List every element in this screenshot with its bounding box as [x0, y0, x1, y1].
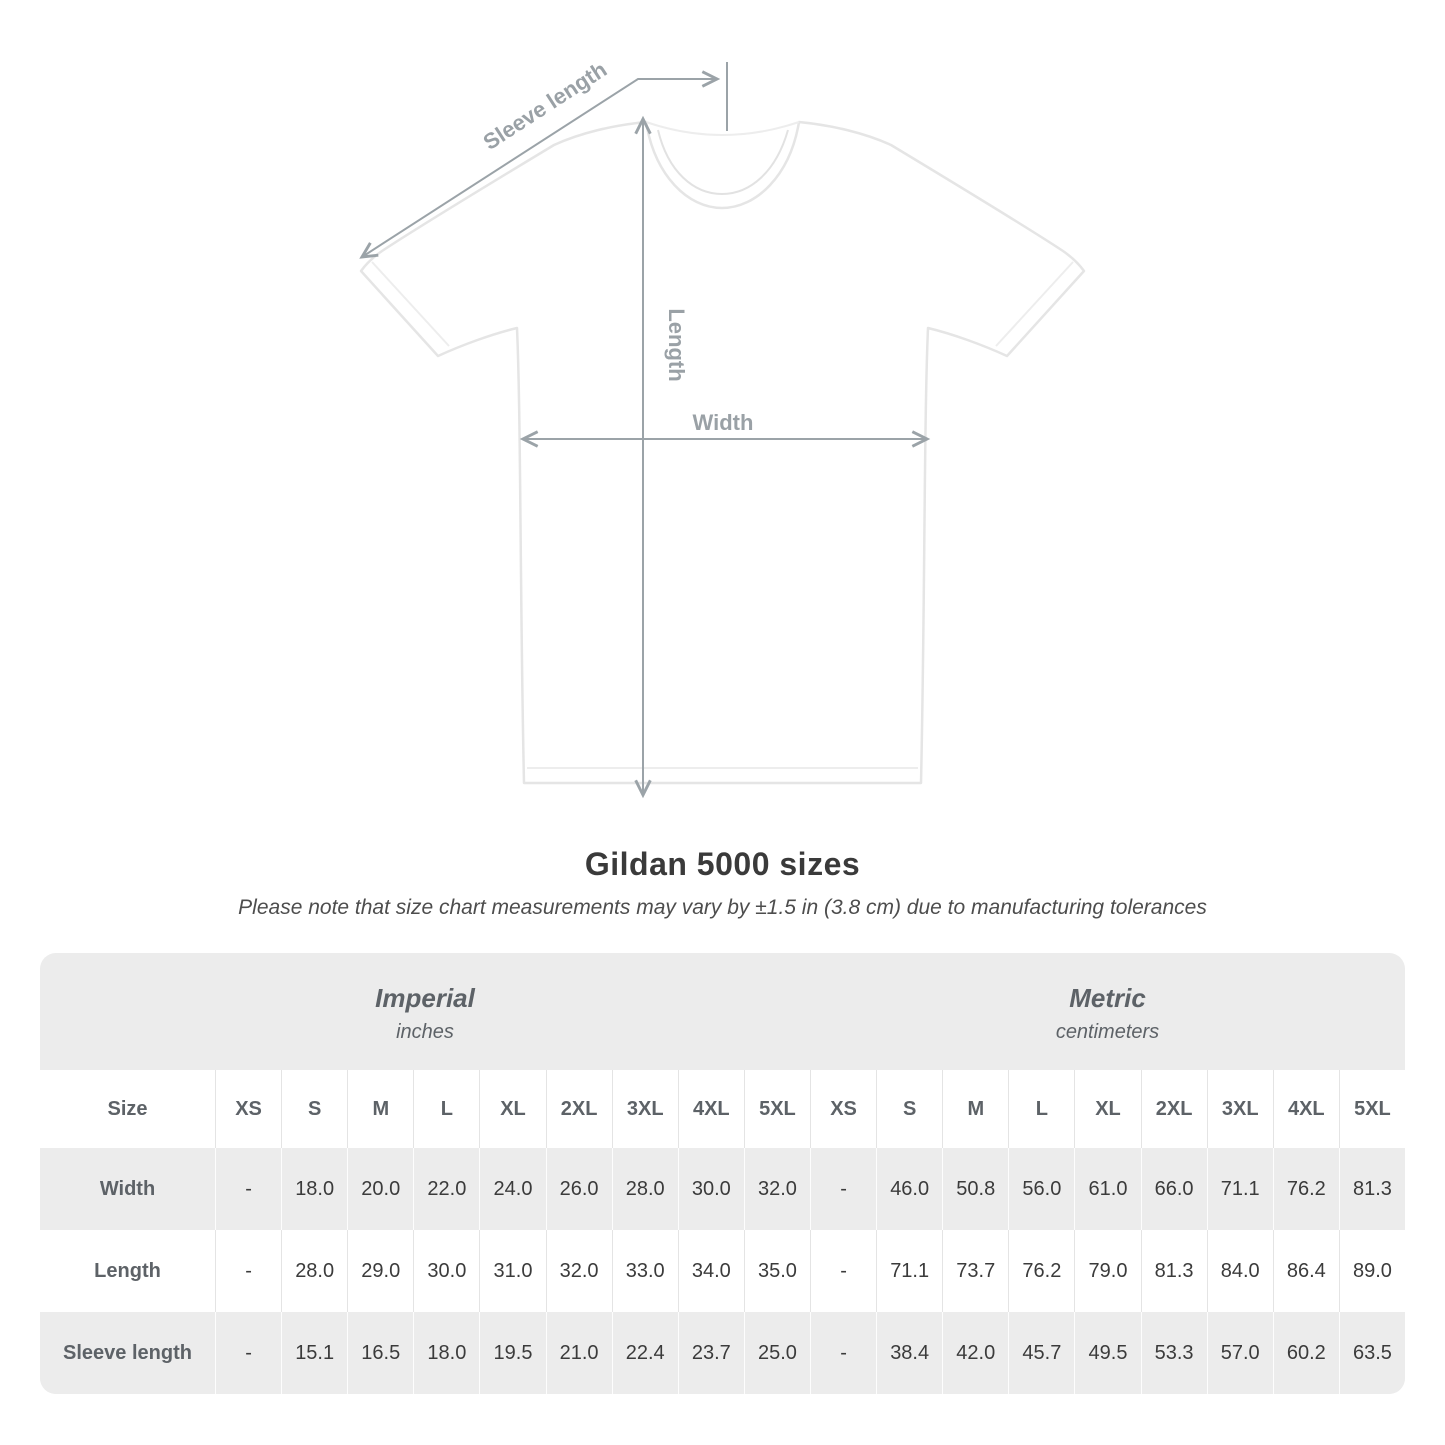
- size-header-imperial-m: M: [347, 1070, 414, 1148]
- tshirt-graphic: [359, 120, 1086, 785]
- cell-length-metric-xl: 79.0: [1074, 1230, 1141, 1312]
- cell-sleeve-length-imperial-5xl: 25.0: [743, 1312, 810, 1394]
- size-grid: Size XS S M L XL 2XL 3XL 4XL 5XL XS S M L XL 2XL 3XL 4XL 5…: [40, 1070, 1405, 1394]
- width-label: Width: [693, 410, 754, 435]
- size-header-metric-xl: XL: [1074, 1070, 1141, 1148]
- tshirt-diagram: Sleeve length Length Width: [359, 57, 1086, 799]
- size-header-metric-m: M: [942, 1070, 1009, 1148]
- cell-width-imperial-m: 20.0: [347, 1148, 414, 1230]
- cell-width-imperial-xs: -: [215, 1148, 282, 1230]
- cell-sleeve-length-metric-xs: -: [810, 1312, 877, 1394]
- cell-length-imperial-xs: -: [215, 1230, 282, 1312]
- cell-width-metric-4xl: 76.2: [1272, 1148, 1339, 1230]
- cell-sleeve-length-metric-4xl: 60.2: [1272, 1312, 1339, 1394]
- cell-length-metric-5xl: 89.0: [1338, 1230, 1405, 1312]
- cell-width-imperial-l: 22.0: [413, 1148, 480, 1230]
- sleeve-length-arrow: [359, 70, 721, 259]
- cell-sleeve-length-metric-xl: 49.5: [1074, 1312, 1141, 1394]
- collar-back-line: [645, 121, 800, 136]
- cell-sleeve-length-metric-2xl: 53.3: [1140, 1312, 1207, 1394]
- size-header-imperial-2xl: 2XL: [545, 1070, 612, 1148]
- row-label-length: Length: [40, 1230, 215, 1312]
- metric-header: Metric centimeters: [810, 953, 1405, 1070]
- size-header-imperial-4xl: 4XL: [677, 1070, 744, 1148]
- cell-length-metric-l: 76.2: [1008, 1230, 1075, 1312]
- size-header-metric-l: L: [1008, 1070, 1075, 1148]
- size-header-imperial-xl: XL: [479, 1070, 546, 1148]
- cell-width-metric-5xl: 81.3: [1338, 1148, 1405, 1230]
- row-label-width: Width: [40, 1148, 215, 1230]
- size-header-imperial-s: S: [281, 1070, 348, 1148]
- cell-sleeve-length-imperial-2xl: 21.0: [545, 1312, 612, 1394]
- size-header-imperial-3xl: 3XL: [611, 1070, 678, 1148]
- metric-label: Metric: [1069, 983, 1146, 1013]
- cell-length-imperial-2xl: 32.0: [545, 1230, 612, 1312]
- size-header-metric-5xl: 5XL: [1338, 1070, 1405, 1148]
- cell-length-imperial-3xl: 33.0: [611, 1230, 678, 1312]
- cell-width-metric-s: 46.0: [876, 1148, 943, 1230]
- imperial-unit: inches: [396, 1021, 454, 1043]
- cell-length-metric-3xl: 84.0: [1206, 1230, 1273, 1312]
- page-title: Gildan 5000 sizes: [584, 846, 861, 882]
- imperial-label: Imperial: [375, 983, 475, 1013]
- unit-band: Imperial inches Metric centimeters: [40, 953, 1405, 1070]
- cell-sleeve-length-metric-5xl: 63.5: [1338, 1312, 1405, 1394]
- cell-length-metric-4xl: 86.4: [1272, 1230, 1339, 1312]
- cell-width-imperial-5xl: 32.0: [743, 1148, 810, 1230]
- cell-length-metric-xs: -: [810, 1230, 877, 1312]
- cell-sleeve-length-metric-s: 38.4: [876, 1312, 943, 1394]
- metric-unit: centimeters: [1055, 1021, 1160, 1043]
- cell-width-imperial-4xl: 30.0: [677, 1148, 744, 1230]
- cell-width-metric-xs: -: [810, 1148, 877, 1230]
- size-header-metric-3xl: 3XL: [1206, 1070, 1273, 1148]
- cell-sleeve-length-imperial-s: 15.1: [281, 1312, 348, 1394]
- cell-length-metric-2xl: 81.3: [1140, 1230, 1207, 1312]
- cell-length-imperial-s: 28.0: [281, 1230, 348, 1312]
- size-header-metric-4xl: 4XL: [1272, 1070, 1339, 1148]
- cell-sleeve-length-metric-3xl: 57.0: [1206, 1312, 1273, 1394]
- cell-sleeve-length-imperial-xl: 19.5: [479, 1312, 546, 1394]
- size-header-metric-2xl: 2XL: [1140, 1070, 1207, 1148]
- cell-sleeve-length-metric-l: 45.7: [1008, 1312, 1075, 1394]
- length-label: Length: [664, 308, 689, 381]
- size-column-header: Size: [40, 1070, 215, 1148]
- cell-width-metric-l: 56.0: [1008, 1148, 1075, 1230]
- cell-sleeve-length-imperial-3xl: 22.4: [611, 1312, 678, 1394]
- row-label-sleeve-length: Sleeve length: [40, 1312, 215, 1394]
- cell-sleeve-length-imperial-xs: -: [215, 1312, 282, 1394]
- size-header-imperial-l: L: [413, 1070, 480, 1148]
- cell-length-imperial-xl: 31.0: [479, 1230, 546, 1312]
- cell-sleeve-length-metric-m: 42.0: [942, 1312, 1009, 1394]
- cell-sleeve-length-imperial-4xl: 23.7: [677, 1312, 744, 1394]
- cell-sleeve-length-imperial-l: 18.0: [413, 1312, 480, 1394]
- tshirt-body: [359, 120, 1086, 785]
- cell-length-imperial-5xl: 35.0: [743, 1230, 810, 1312]
- cell-width-metric-xl: 61.0: [1074, 1148, 1141, 1230]
- cell-length-imperial-4xl: 34.0: [677, 1230, 744, 1312]
- cell-length-metric-m: 73.7: [942, 1230, 1009, 1312]
- cell-width-imperial-xl: 24.0: [479, 1148, 546, 1230]
- cell-width-imperial-2xl: 26.0: [545, 1148, 612, 1230]
- tolerance-note: Please note that size chart measurements…: [238, 896, 1207, 919]
- cell-width-metric-3xl: 71.1: [1206, 1148, 1273, 1230]
- cell-length-metric-s: 71.1: [876, 1230, 943, 1312]
- size-table: Imperial inches Metric centimeters Size X…: [40, 953, 1405, 1394]
- right-cuff-seam: [995, 261, 1074, 347]
- size-header-metric-s: S: [876, 1070, 943, 1148]
- cell-width-imperial-s: 18.0: [281, 1148, 348, 1230]
- collar-inner-seam: [657, 129, 789, 196]
- cell-sleeve-length-imperial-m: 16.5: [347, 1312, 414, 1394]
- size-header-metric-xs: XS: [810, 1070, 877, 1148]
- cell-width-metric-m: 50.8: [942, 1148, 1009, 1230]
- cell-width-imperial-3xl: 28.0: [611, 1148, 678, 1230]
- imperial-header: Imperial inches: [40, 953, 810, 1070]
- left-cuff-seam: [371, 261, 450, 347]
- cell-length-imperial-l: 30.0: [413, 1230, 480, 1312]
- size-header-imperial-xs: XS: [215, 1070, 282, 1148]
- size-header-imperial-5xl: 5XL: [743, 1070, 810, 1148]
- cell-length-imperial-m: 29.0: [347, 1230, 414, 1312]
- cell-width-metric-2xl: 66.0: [1140, 1148, 1207, 1230]
